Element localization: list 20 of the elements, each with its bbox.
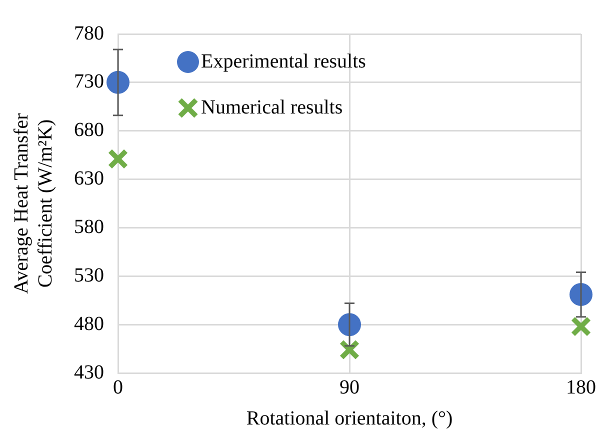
y-tick-label: 630 — [74, 168, 104, 190]
y-tick-label: 730 — [74, 70, 104, 93]
y-tick-label: 780 — [74, 22, 104, 44]
legend-label: Experimental results — [201, 50, 366, 72]
point — [570, 283, 592, 306]
y-tick-label: 580 — [74, 216, 104, 238]
x-tick-label: 0 — [113, 376, 123, 398]
y-tick-label: 530 — [74, 264, 104, 286]
x-tick-label: 90 — [340, 376, 360, 398]
x-tick-label: 180 — [566, 376, 596, 398]
y-tick-label: 430 — [74, 361, 104, 384]
y-tick-label: 480 — [74, 312, 104, 335]
y-axis-title: Average Heat Transfer Coefficient (W/m²K) — [10, 112, 56, 294]
point — [339, 339, 360, 360]
point — [570, 316, 592, 337]
point — [338, 313, 361, 336]
y-tick-label: 680 — [74, 119, 104, 142]
x-axis-title: Rotational orientaiton, (°) — [246, 407, 453, 430]
legend-label: Numerical results — [201, 96, 343, 118]
point — [108, 148, 128, 170]
